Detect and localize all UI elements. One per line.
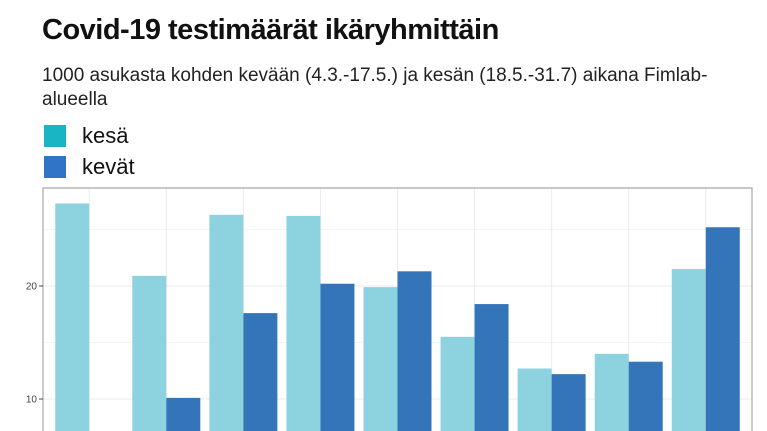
bar-kesa	[55, 203, 90, 431]
legend-label-kevat: kevät	[82, 154, 135, 179]
bar-kevat	[243, 313, 278, 431]
bar-kesa	[363, 287, 398, 431]
bar-kevat	[474, 304, 509, 431]
bar-kesa	[209, 214, 244, 431]
bar-kesa	[517, 368, 552, 431]
y-tick-label: 20	[26, 282, 38, 293]
legend-item-kesa: kesä	[44, 123, 128, 149]
legend-swatch-kevat	[44, 156, 66, 178]
bar-kevat	[551, 374, 586, 431]
chart-title: Covid-19 testimäärät ikäryhmittäin	[42, 14, 499, 46]
bar-kesa	[286, 215, 321, 431]
bar-kevat	[397, 271, 432, 431]
bar-kevat	[166, 397, 201, 431]
legend-label-kesa: kesä	[82, 123, 129, 148]
plot-frame	[42, 187, 753, 431]
bar-kesa	[594, 353, 629, 431]
y-tick-label: 10	[26, 395, 38, 406]
chart-subtitle: 1000 asukasta kohden kevään (4.3.-17.5.)…	[42, 65, 708, 110]
bar-kevat	[628, 361, 663, 431]
bar-kevat	[320, 283, 355, 431]
bar-kesa	[132, 275, 167, 431]
legend-swatch-kesa	[44, 125, 66, 147]
legend-item-kevat: kevät	[44, 154, 135, 180]
bar-kesa	[440, 336, 475, 431]
bar-kesa	[671, 269, 706, 431]
bar-kevat	[705, 227, 740, 431]
